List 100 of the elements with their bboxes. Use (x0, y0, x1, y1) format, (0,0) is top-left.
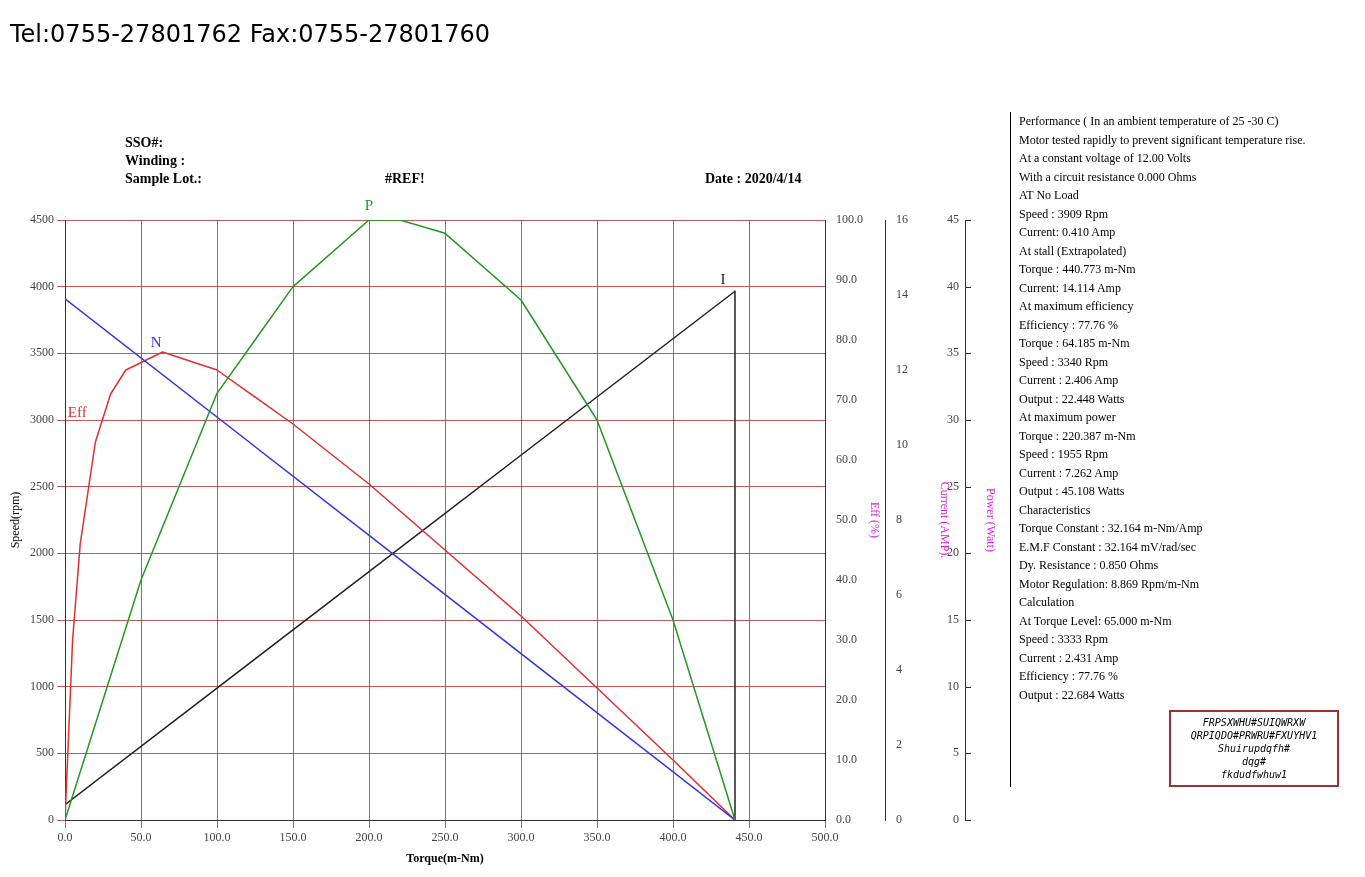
text: Motor tested rapidly to prevent significant temperature rise. (1019, 131, 1307, 149)
x-tick-label: 50.0 (130, 830, 152, 845)
text: Output : 45.108 Watts (1019, 483, 1126, 500)
text: Speed : 3333 Rpm (1019, 631, 1109, 648)
text: Calculation (1019, 594, 1076, 611)
y3-tick-label: 16 (896, 212, 908, 227)
text: At a constant voltage of 12.00 Volts (1019, 150, 1192, 167)
text: Speed : 3909 Rpm (1019, 205, 1109, 223)
text: Current : 7.262 Amp (1019, 464, 1120, 482)
y2-axis-title: Eff (%) (867, 501, 882, 539)
text: E.M.F Constant : 32.164 mV/rad/sec (1019, 538, 1197, 556)
x-tick-label: 300.0 (507, 830, 535, 845)
y2-tick-label: 20.0 (836, 692, 857, 707)
x-tick-label: 500.0 (811, 830, 839, 845)
y3-tick-label: 8 (896, 512, 902, 527)
text: Dy. Resistance : 0.850 Ohms (1019, 557, 1160, 574)
y2-tick-label: 0.0 (836, 812, 851, 827)
text: Torque : 64.185 m-Nm (1019, 335, 1131, 352)
y-tick-label: 3500 (30, 345, 54, 360)
text: Date : 2020/4/14 (705, 171, 802, 187)
y-tick-label: 1000 (30, 678, 54, 693)
y-tick-label: 10 (947, 678, 959, 693)
y-tick-label: 500 (36, 745, 54, 760)
series-label: I (720, 270, 726, 287)
text: Characteristics (1019, 501, 1092, 519)
y-tick-label: 2500 (30, 478, 54, 493)
text: Current: 0.410 Amp (1019, 224, 1117, 241)
text: Speed : 1955 Rpm (1019, 446, 1109, 463)
text: Torque : 440.773 m-Nm (1019, 261, 1137, 278)
y-tick-label: 35 (947, 345, 959, 360)
x-tick-label: 450.0 (735, 830, 763, 845)
x-tick-label: 0.0 (57, 830, 73, 845)
text: At maximum efficiency (1019, 298, 1135, 315)
y-tick-label: 45 (947, 212, 959, 227)
text: Current : 2.406 Amp (1019, 372, 1120, 389)
text: Torque : 220.387 m-Nm (1019, 427, 1137, 445)
y-tick-label: 3000 (30, 412, 54, 427)
y2-tick-label: 100.0 (836, 212, 863, 227)
text: #REF! (385, 171, 425, 187)
y3-tick-label: 14 (896, 287, 908, 302)
x-tick-label: 200.0 (355, 830, 383, 845)
text: fkdudfwhuw1 (1219, 768, 1289, 781)
text: At maximum power (1019, 409, 1117, 426)
x-tick-label: 400.0 (659, 830, 687, 845)
text: Sample Lot.: (125, 171, 202, 187)
y2-tick-label: 60.0 (836, 452, 857, 467)
y3-tick-label: 10 (896, 437, 908, 452)
text: Winding : (125, 153, 186, 169)
text: FRPSXWHU#SUIQWRXW (1201, 716, 1307, 729)
series-label: N (150, 333, 162, 350)
y3-tick-label: 0 (896, 812, 902, 827)
y2-tick-label: 80.0 (836, 332, 857, 347)
y3-tick-label: 2 (896, 737, 902, 752)
y2-tick-label: 40.0 (836, 572, 857, 587)
y3-tick-label: 6 (896, 587, 902, 602)
text: AT No Load (1019, 187, 1080, 204)
y-tick-label: 0 (953, 812, 959, 827)
text: At stall (Extrapolated) (1019, 242, 1128, 260)
x-axis-title: Torque(m-Nm) (406, 850, 484, 865)
text: Performance ( In an ambient temperature of 25 -30 C) (1019, 113, 1280, 130)
text: QRPIQDO#PRWRU#FXUYHV1 (1189, 729, 1319, 742)
text: Output : 22.684 Watts (1019, 686, 1126, 704)
x-tick-label: 150.0 (279, 830, 307, 845)
y-tick-label: 5 (953, 745, 959, 760)
text: Efficiency : 77.76 % (1019, 668, 1120, 685)
y-axis-title: Power (Watt) (983, 487, 998, 553)
y2-tick-label: 30.0 (836, 632, 857, 647)
y3-tick-label: 4 (896, 662, 902, 677)
text: Motor Regulation: 8.869 Rpm/m-Nm (1019, 575, 1200, 593)
y-tick-label: 4000 (30, 278, 54, 293)
x-tick-label: 250.0 (431, 830, 459, 845)
text: Shuirupdqfh# (1216, 742, 1292, 755)
text: At Torque Level: 65.000 m-Nm (1019, 612, 1173, 630)
text: Efficiency : 77.76 % (1019, 316, 1120, 334)
x-tick-label: 350.0 (583, 830, 611, 845)
text: Current : 2.431 Amp (1019, 649, 1120, 667)
y2-tick-label: 90.0 (836, 272, 857, 287)
series-label: P (364, 197, 374, 214)
text: Output : 22.448 Watts (1019, 390, 1126, 408)
x-tick-label: 100.0 (203, 830, 231, 845)
y-tick-label: 30 (947, 412, 959, 427)
series-label: Eff (67, 404, 87, 421)
text: SSO#: (125, 135, 164, 151)
y2-tick-label: 50.0 (836, 512, 857, 527)
y3-tick-label: 12 (896, 362, 908, 377)
y-tick-label: 2000 (30, 545, 54, 560)
y-tick-label: 4500 (30, 212, 54, 227)
text: Torque Constant : 32.164 m-Nm/Amp (1019, 520, 1204, 537)
y-tick-label: 40 (947, 278, 959, 293)
text: Tel:0755-27801762 Fax:0755-27801760 (10, 20, 491, 48)
text: dqg# (1240, 755, 1268, 768)
y-axis-title: Speed(rpm) (8, 491, 23, 549)
y2-tick-label: 10.0 (836, 752, 857, 767)
text: Speed : 3340 Rpm (1019, 353, 1109, 371)
y2-tick-label: 70.0 (836, 392, 857, 407)
text: With a circuit resistance 0.000 Ohms (1019, 168, 1198, 186)
y-tick-label: 15 (947, 612, 959, 627)
y-tick-label: 0 (48, 812, 54, 827)
text: Current: 14.114 Amp (1019, 279, 1122, 297)
y-tick-label: 1500 (30, 612, 54, 627)
